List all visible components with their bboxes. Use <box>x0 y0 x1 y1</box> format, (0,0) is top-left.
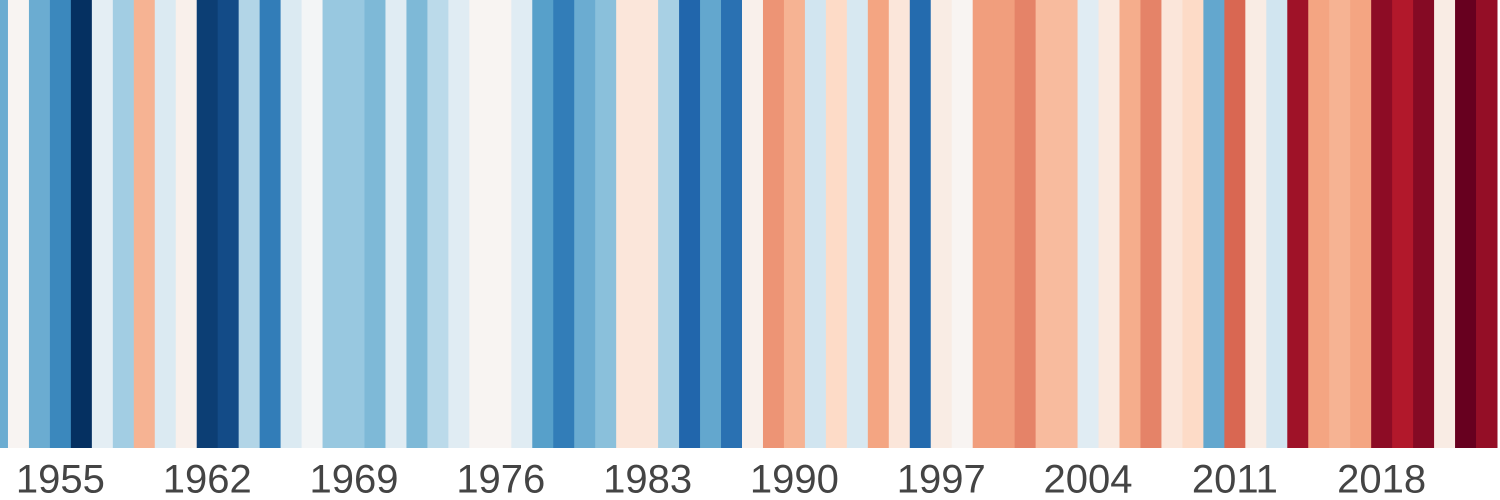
stripe <box>1098 0 1120 448</box>
stripe <box>930 0 953 448</box>
stripe <box>427 0 449 448</box>
stripe <box>762 0 785 448</box>
stripe <box>28 0 51 448</box>
stripe <box>490 0 512 448</box>
stripe <box>574 0 596 448</box>
stripe <box>112 0 135 448</box>
x-tick-label: 2018 <box>1337 458 1426 500</box>
stripe <box>448 0 470 448</box>
stripe <box>301 0 324 448</box>
stripe <box>1308 0 1330 448</box>
x-tick-label: 1990 <box>750 458 839 500</box>
stripe <box>91 0 114 448</box>
stripe <box>888 0 911 448</box>
stripe <box>1476 0 1498 448</box>
stripe <box>679 0 701 448</box>
stripe <box>1014 0 1037 448</box>
stripe <box>909 0 932 448</box>
stripe <box>783 0 806 448</box>
stripe <box>1056 0 1079 448</box>
stripe <box>196 0 219 448</box>
stripe <box>70 0 93 448</box>
stripe <box>741 0 764 448</box>
x-tick-label: 1997 <box>897 458 986 500</box>
stripe <box>406 0 428 448</box>
stripe <box>385 0 407 448</box>
stripe <box>1287 0 1309 448</box>
stripe <box>721 0 743 448</box>
stripe <box>49 0 72 448</box>
stripe <box>1245 0 1267 448</box>
stripe <box>867 0 890 448</box>
stripe <box>1203 0 1225 448</box>
stripe <box>1119 0 1141 448</box>
stripe <box>343 0 365 448</box>
stripe <box>1266 0 1288 448</box>
stripe <box>469 0 491 448</box>
stripe <box>1140 0 1162 448</box>
stripe <box>1224 0 1246 448</box>
stripe <box>1161 0 1183 448</box>
stripe <box>133 0 156 448</box>
stripe <box>1413 0 1435 448</box>
stripe <box>7 0 30 448</box>
stripe <box>1329 0 1351 448</box>
stripe <box>700 0 722 448</box>
x-tick-label: 1983 <box>603 458 692 500</box>
x-tick-label: 1969 <box>310 458 399 500</box>
stripe <box>1392 0 1414 448</box>
x-tick-label: 1962 <box>163 458 252 500</box>
stripe <box>1182 0 1204 448</box>
stripe <box>637 0 659 448</box>
stripe <box>825 0 848 448</box>
stripe <box>0 0 9 448</box>
stripe <box>553 0 575 448</box>
stripe <box>658 0 680 448</box>
stripe <box>595 0 617 448</box>
stripe <box>972 0 995 448</box>
stripe <box>1077 0 1100 448</box>
x-tick-label: 2011 <box>1192 458 1278 500</box>
stripe <box>154 0 177 448</box>
stripe <box>511 0 533 448</box>
stripe <box>532 0 554 448</box>
stripe <box>175 0 198 448</box>
stripe <box>1035 0 1058 448</box>
stripe <box>1434 0 1456 448</box>
stripe <box>1371 0 1393 448</box>
stripe <box>804 0 827 448</box>
stripe <box>1455 0 1477 448</box>
stripe <box>259 0 282 448</box>
stripe <box>951 0 974 448</box>
x-tick-label: 1976 <box>456 458 545 500</box>
stripe <box>1350 0 1372 448</box>
stripe <box>846 0 869 448</box>
x-tick-label: 2004 <box>1044 458 1133 500</box>
stripe <box>993 0 1016 448</box>
stripe <box>364 0 386 448</box>
stripe <box>280 0 303 448</box>
x-tick-label: 1955 <box>16 458 105 500</box>
stripe <box>238 0 261 448</box>
stripe <box>217 0 240 448</box>
stripe <box>616 0 638 448</box>
stripe <box>322 0 345 448</box>
